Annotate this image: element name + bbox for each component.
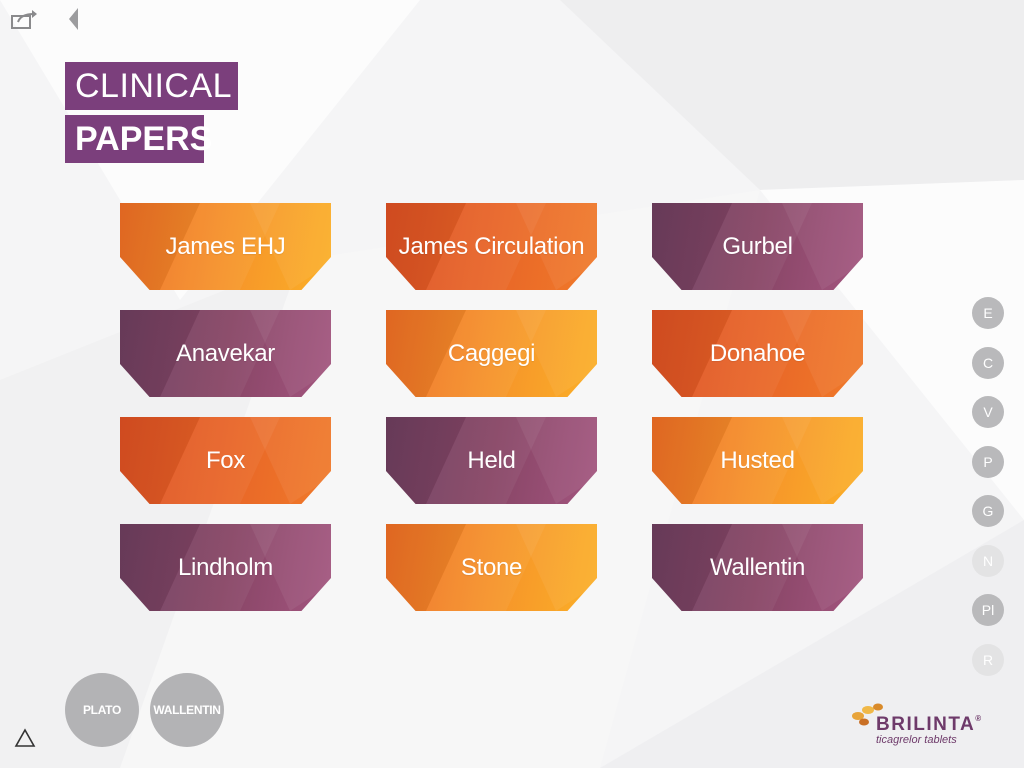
index-button[interactable]: P xyxy=(972,445,1004,478)
paper-tile-label: James EHJ xyxy=(165,232,286,260)
share-icon[interactable] xyxy=(10,8,38,30)
tile-facets xyxy=(652,524,863,611)
tile-facets xyxy=(120,524,331,611)
logo-tagline: ticagrelor tablets xyxy=(876,734,957,746)
tile-facets xyxy=(120,203,331,290)
tile-facets xyxy=(386,524,597,611)
logo-pills-icon xyxy=(852,703,883,726)
index-button[interactable]: V xyxy=(972,396,1004,428)
page-title-line1: CLINICAL xyxy=(65,62,238,110)
paper-tile-label: Gurbel xyxy=(722,232,793,260)
page-title-line2: PAPERS xyxy=(65,115,212,163)
paper-tile[interactable]: Fox xyxy=(120,417,331,504)
back-triangle-icon[interactable] xyxy=(66,6,82,32)
tile-facets xyxy=(120,310,331,397)
paper-tile[interactable]: Husted xyxy=(652,417,863,504)
index-button[interactable]: N xyxy=(972,544,1004,577)
paper-tile-label: Held xyxy=(467,446,516,474)
paper-tile[interactable]: James EHJ xyxy=(120,203,331,290)
logo-wordmark: BRILINTA® xyxy=(876,714,982,735)
tile-facets xyxy=(652,417,863,504)
paper-tile-label: Anavekar xyxy=(176,339,275,367)
paper-tile[interactable]: Stone xyxy=(386,524,597,611)
paper-tile[interactable]: Gurbel xyxy=(652,203,863,290)
paper-tile-label: Husted xyxy=(720,446,795,474)
tile-facets xyxy=(652,310,863,397)
index-button[interactable]: Pl xyxy=(972,594,1004,626)
index-button[interactable]: C xyxy=(972,346,1004,379)
paper-tile[interactable]: Caggegi xyxy=(386,310,597,397)
paper-tile-label: Stone xyxy=(460,553,523,581)
paper-tile[interactable]: Donahoe xyxy=(652,310,863,397)
index-button[interactable]: R xyxy=(972,643,1004,676)
paper-tile[interactable]: Lindholm xyxy=(120,524,331,611)
paper-tile-label: Donahoe xyxy=(709,339,806,367)
tile-facets xyxy=(386,310,597,397)
index-button[interactable]: E xyxy=(972,297,1004,329)
index-button[interactable]: G xyxy=(972,495,1004,527)
paper-tile[interactable]: Wallentin xyxy=(652,524,863,611)
paper-tile-label: Wallentin xyxy=(709,553,806,581)
up-triangle-icon[interactable] xyxy=(14,728,36,748)
tile-facets xyxy=(386,417,597,504)
plato-button[interactable]: PLATO xyxy=(65,673,139,747)
paper-tile-label: Fox xyxy=(205,446,246,474)
paper-tile[interactable]: James Circulation xyxy=(386,203,597,290)
paper-tile[interactable]: Anavekar xyxy=(120,310,331,397)
tile-facets xyxy=(120,417,331,504)
paper-tile-label: Caggegi xyxy=(447,339,536,367)
paper-tile[interactable]: Held xyxy=(386,417,597,504)
paper-tile-label: James Circulation xyxy=(398,232,585,260)
tile-facets xyxy=(652,203,863,290)
tile-facets xyxy=(386,203,597,290)
wallentin-button[interactable]: WALLENTIN xyxy=(150,673,224,747)
brilinta-logo: BRILINTA® ticagrelor tablets xyxy=(850,700,1010,750)
paper-tile-label: Lindholm xyxy=(178,553,273,581)
